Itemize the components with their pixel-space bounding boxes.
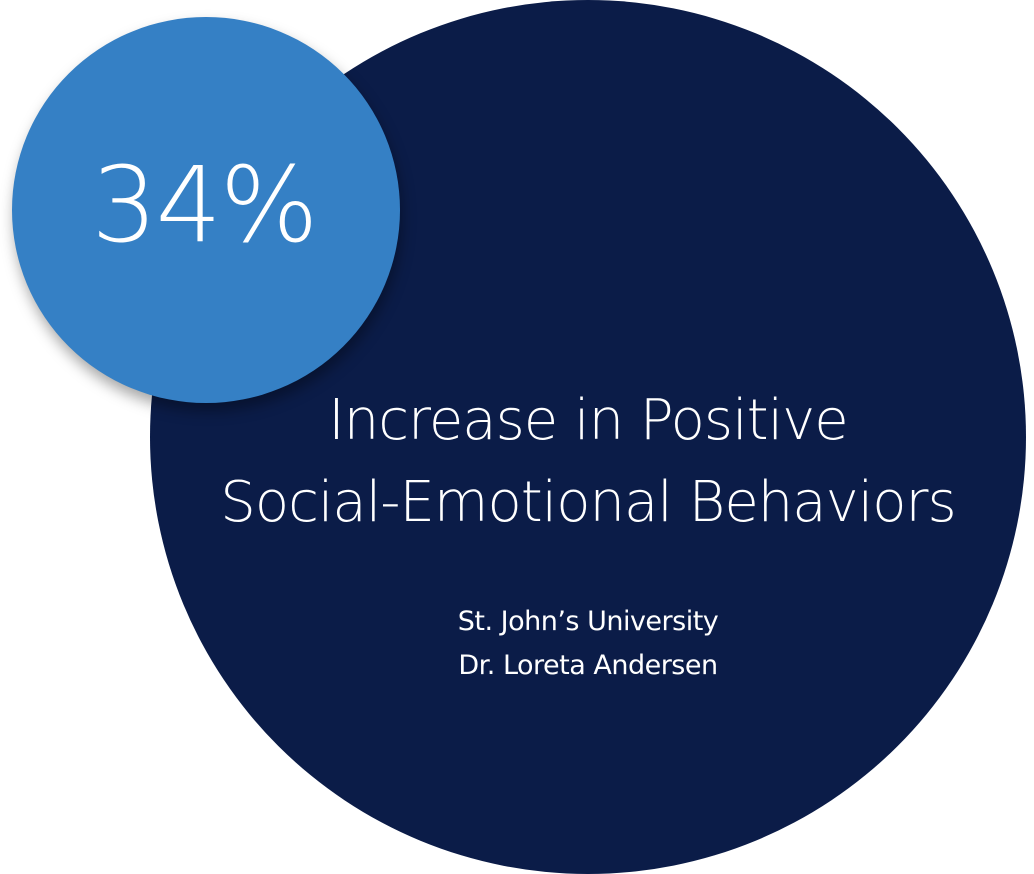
source-attribution: St. John’s University Dr. Loreta Anderse… [150,600,1026,688]
stat-description: Increase in Positive Social-Emotional Be… [150,380,1026,544]
source-institution: St. John’s University [457,606,719,637]
stat-value: 34% [91,144,318,266]
source-author: Dr. Loreta Andersen [458,650,718,681]
headline-line-2: Social-Emotional Behaviors [220,470,956,535]
headline-line-1: Increase in Positive [328,388,849,453]
stat-badge-circle: 34% [12,17,400,403]
